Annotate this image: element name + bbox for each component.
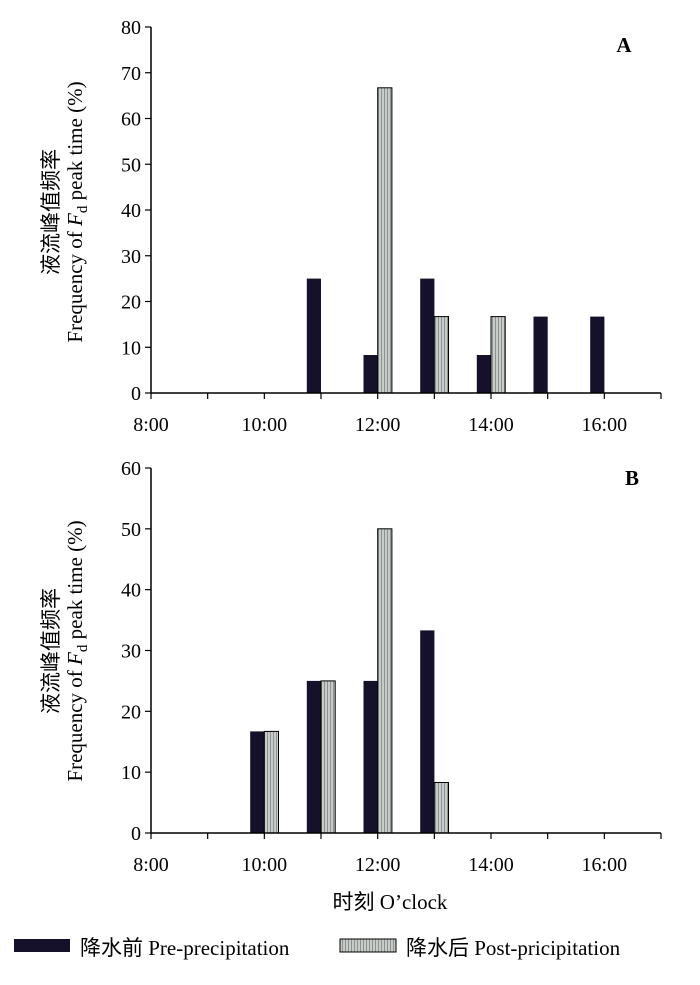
y-axis-label-en-prefix-b: Frequency of bbox=[63, 665, 87, 782]
y-axis-label-sub-b: d bbox=[75, 644, 91, 652]
axes-panel-b bbox=[145, 467, 662, 839]
y-tick-label-a-8: 80 bbox=[121, 17, 141, 39]
y-tick-label-a-6: 60 bbox=[121, 109, 141, 131]
bar-pre-a-4 bbox=[533, 316, 548, 393]
y-tick-label-b-5: 50 bbox=[121, 519, 141, 541]
legend-label-pre: 降水前 Pre-precipitation bbox=[80, 936, 290, 960]
y-axis-label-en-prefix-a: Frequency of bbox=[63, 226, 87, 343]
bar-post-b-1 bbox=[320, 680, 336, 834]
y-axis-label-suffix-b: peak time (%) bbox=[63, 520, 87, 644]
bar-pre-b-1 bbox=[306, 680, 321, 833]
y-axis-label-suffix-a: peak time (%) bbox=[63, 81, 87, 205]
y-tick-label-b-6: 60 bbox=[121, 458, 141, 480]
x-tick-label-a-3: 14:00 bbox=[468, 414, 514, 436]
x-tick-label-a-4: 16:00 bbox=[582, 414, 628, 436]
y-tick-label-a-0: 0 bbox=[131, 383, 141, 405]
bar-pre-b-2 bbox=[363, 680, 378, 833]
axes-panel-a bbox=[145, 26, 662, 399]
y-axis-label-var-a: F bbox=[63, 213, 87, 227]
y-tick-label-b-4: 40 bbox=[121, 580, 141, 602]
bar-pre-a-2 bbox=[420, 278, 435, 393]
y-axis-label-cn-b: 液流峰值频率 bbox=[39, 588, 63, 714]
y-axis-label-sub-a: d bbox=[75, 205, 91, 213]
y-tick-labels-panel-a: 0 10 20 30 40 50 60 70 80 bbox=[121, 17, 141, 405]
x-tick-label-b-0: 8:00 bbox=[133, 854, 169, 876]
y-tick-label-b-3: 30 bbox=[121, 641, 141, 663]
x-tick-label-a-0: 8:00 bbox=[133, 414, 169, 436]
y-tick-label-b-0: 0 bbox=[131, 823, 141, 845]
x-axis-label-b: 时刻 O’clock bbox=[333, 890, 448, 914]
x-tick-label-a-1: 10:00 bbox=[242, 414, 288, 436]
y-axis-label-cn-a: 液流峰值频率 bbox=[39, 149, 63, 275]
y-axis-label-en-a: Frequency of Fd peak time (%) bbox=[63, 81, 91, 342]
y-tick-label-a-4: 40 bbox=[121, 200, 141, 222]
chart-panel-a: 0 10 20 30 40 50 60 70 80 8:00 10:00 12:00 14:00 16:… bbox=[39, 17, 662, 436]
bars-panel-a bbox=[306, 87, 605, 394]
y-tick-label-a-7: 70 bbox=[121, 63, 141, 85]
legend: 降水前 Pre-precipitation 降水后 Post-pricipita… bbox=[14, 936, 621, 960]
bar-post-a-1 bbox=[377, 87, 393, 394]
bar-pre-a-1 bbox=[363, 355, 378, 393]
legend-swatch-post bbox=[339, 938, 397, 953]
legend-swatch-pre bbox=[14, 939, 70, 952]
bar-post-b-3 bbox=[433, 782, 449, 834]
bar-pre-a-0 bbox=[306, 278, 321, 393]
x-tick-label-b-3: 14:00 bbox=[468, 854, 514, 876]
y-tick-label-a-2: 20 bbox=[121, 292, 141, 314]
y-tick-label-a-5: 50 bbox=[121, 154, 141, 176]
y-tick-label-b-1: 10 bbox=[121, 762, 141, 784]
bar-pre-b-0 bbox=[250, 731, 265, 833]
y-tick-labels-panel-b: 0 10 20 30 40 50 60 bbox=[121, 458, 141, 845]
bar-post-a-2 bbox=[433, 316, 449, 394]
panel-label-b: B bbox=[625, 466, 639, 490]
bar-pre-b-3 bbox=[420, 630, 435, 833]
bar-post-a-3 bbox=[490, 316, 506, 394]
x-tick-label-b-1: 10:00 bbox=[242, 854, 288, 876]
chart-panel-b: 0 10 20 30 40 50 60 8:00 10:00 12:00 14:00 16:00 B… bbox=[39, 458, 662, 914]
x-tick-labels-panel-a: 8:00 10:00 12:00 14:00 16:00 bbox=[133, 414, 627, 436]
x-tick-label-a-2: 12:00 bbox=[355, 414, 401, 436]
y-axis-label-en-b: Frequency of Fd peak time (%) bbox=[63, 520, 91, 781]
x-tick-label-b-2: 12:00 bbox=[355, 854, 401, 876]
y-tick-label-a-3: 30 bbox=[121, 246, 141, 268]
bars-panel-b bbox=[250, 528, 449, 834]
y-tick-label-a-1: 10 bbox=[121, 337, 141, 359]
bar-pre-a-5 bbox=[590, 316, 605, 393]
x-tick-label-b-4: 16:00 bbox=[582, 854, 628, 876]
bar-pre-a-3 bbox=[476, 355, 491, 393]
panel-label-a: A bbox=[616, 33, 632, 57]
y-axis-label-var-b: F bbox=[63, 652, 87, 666]
bar-post-b-0 bbox=[263, 730, 279, 834]
x-tick-labels-panel-b: 8:00 10:00 12:00 14:00 16:00 bbox=[133, 854, 627, 876]
bar-post-b-2 bbox=[377, 528, 393, 834]
y-tick-label-b-2: 20 bbox=[121, 701, 141, 723]
legend-label-post: 降水后 Post-pricipitation bbox=[406, 936, 621, 960]
